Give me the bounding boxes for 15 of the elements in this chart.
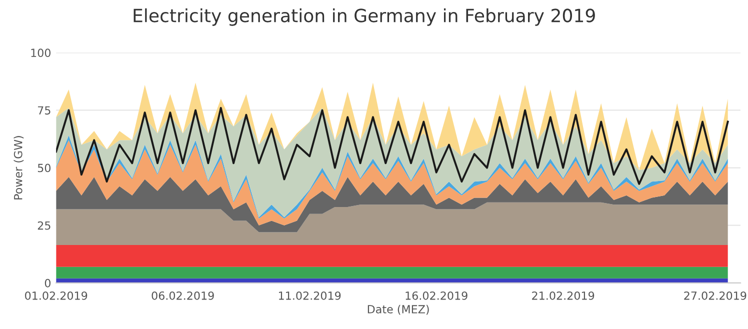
line-series — [56, 106, 729, 185]
x-axis-title: Date (MEZ) — [368, 304, 429, 315]
chart-title: Electricity generation in Germany in February 2019 — [134, 8, 595, 26]
x-tick-label: 01.02.2019 — [25, 291, 88, 300]
x-tick-label: 21.02.2019 — [532, 291, 594, 300]
x-tick-label: 27.02.2019 — [684, 291, 746, 300]
y-tick-label: 100 — [31, 48, 50, 58]
y-tick-label: 0 — [44, 278, 50, 288]
x-tick-label: 16.02.2019 — [406, 291, 468, 300]
x-tick-label: 11.02.2019 — [279, 291, 341, 300]
y-axis-title: Power (GW) — [14, 136, 24, 200]
y-tick-label: 75 — [38, 106, 50, 115]
y-tick-label: 25 — [38, 221, 50, 230]
y-tick-label: 50 — [38, 164, 50, 172]
x-tick-label: 06.02.2019 — [152, 291, 214, 300]
